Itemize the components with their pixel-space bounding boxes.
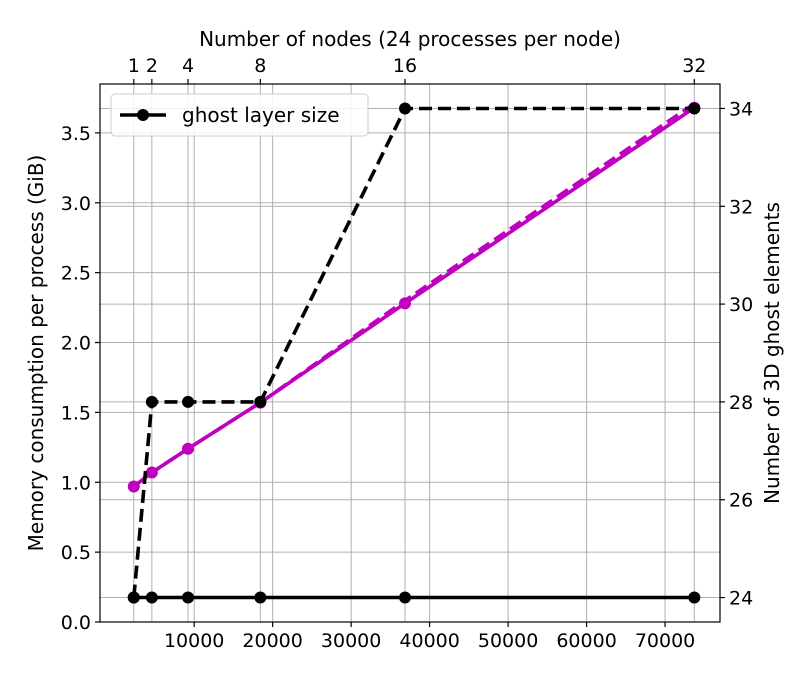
series-point-3	[688, 102, 701, 115]
right-tick-label: 30	[729, 294, 753, 316]
left-tick-label: 3.5	[61, 123, 91, 145]
top-tick-label: 4	[182, 55, 194, 77]
legend-label: ghost layer size	[182, 103, 340, 127]
right-tick-label: 34	[729, 98, 753, 120]
top-tick-label: 1	[128, 55, 140, 77]
series-point-2	[145, 591, 158, 604]
legend-box	[110, 93, 369, 137]
x-tick-label: 50000	[478, 630, 538, 652]
series-point-2	[688, 591, 701, 604]
plot-frame	[99, 83, 721, 623]
right-tick-label: 24	[729, 588, 753, 610]
series-point-3	[127, 591, 140, 604]
x-tick-label: 40000	[399, 630, 459, 652]
x-tick-label: 30000	[321, 630, 381, 652]
series-point-3	[399, 102, 412, 115]
series-point-2	[254, 591, 267, 604]
top-tick-label: 32	[682, 55, 706, 77]
legend-marker	[137, 109, 149, 121]
right-tick-label: 32	[729, 196, 753, 218]
right-tick-label: 28	[729, 392, 753, 414]
left-tick-label: 0.5	[61, 542, 91, 564]
right-tick-label: 26	[729, 490, 753, 512]
left-tick-label: 1.0	[61, 472, 91, 494]
x-tick-label: 60000	[556, 630, 616, 652]
top-tick-label: 16	[393, 55, 417, 77]
series-point-3	[254, 395, 267, 408]
left-tick-label: 0.0	[61, 612, 91, 634]
left-tick-label: 3.0	[61, 193, 91, 215]
series-point-3	[182, 395, 195, 408]
left-axis-title: Memory consumption per process (GiB)	[24, 155, 48, 552]
left-tick-label: 1.5	[61, 402, 91, 424]
left-tick-label: 2.5	[61, 263, 91, 285]
x-tick-label: 70000	[635, 630, 695, 652]
legend: ghost layer size	[110, 93, 369, 137]
series-point-3	[145, 395, 158, 408]
top-tick-label: 2	[146, 55, 158, 77]
series-layer	[127, 101, 701, 604]
series-line-1	[132, 102, 696, 488]
x-tick-label: 20000	[242, 630, 302, 652]
series-point-2	[399, 591, 412, 604]
top-axis-title: Number of nodes (24 processes per node)	[199, 27, 621, 51]
top-tick-label: 8	[254, 55, 266, 77]
right-axis-title: Number of 3D ghost elements	[760, 202, 784, 504]
left-tick-label: 2.0	[61, 333, 91, 355]
series-line-3	[132, 106, 695, 598]
series-point-2	[182, 591, 195, 604]
x-tick-label: 10000	[164, 630, 224, 652]
